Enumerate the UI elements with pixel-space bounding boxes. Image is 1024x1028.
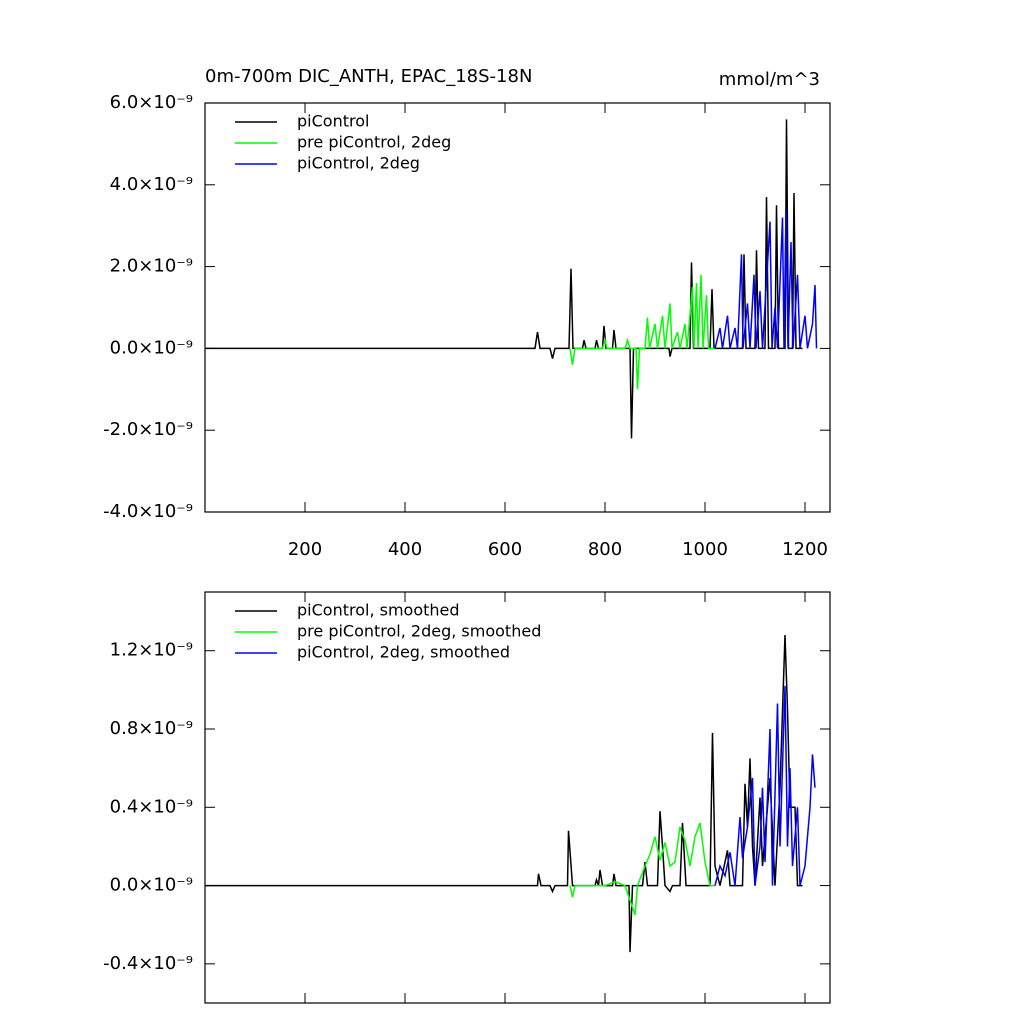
data-line: [714, 209, 818, 349]
plot-frame: [204, 102, 831, 513]
y-tick-label: -0.4×10⁻⁹: [103, 953, 193, 974]
y-tick-label: 0.8×10⁻⁹: [110, 718, 193, 739]
x-tick-label: 200: [288, 539, 322, 560]
x-tick-label: 400: [388, 539, 422, 560]
data-line: [205, 635, 803, 953]
y-tick-label: 1.2×10⁻⁹: [110, 640, 193, 661]
y-tick-label: 0.0×10⁻⁹: [110, 337, 193, 358]
x-tick-label: 800: [588, 539, 622, 560]
x-tick-label: 1000: [682, 539, 728, 560]
y-tick-label: 0.0×10⁻⁹: [110, 875, 193, 896]
chart-title: 0m-700m DIC_ANTH, EPAC_18S-18N: [205, 66, 532, 87]
y-tick-label: -2.0×10⁻⁹: [103, 419, 193, 440]
legend-label: piControl, 2deg, smoothed: [297, 643, 510, 662]
x-tick-label: 1200: [782, 539, 828, 560]
legend-label: pre piControl, 2deg: [297, 133, 451, 152]
data-line: [569, 274, 715, 390]
legend-label: piControl, 2deg: [297, 154, 420, 173]
units-label: mmol/m^3: [719, 69, 820, 90]
x-tick-label: 600: [488, 539, 522, 560]
y-tick-label: 2.0×10⁻⁹: [110, 256, 193, 277]
data-line: [569, 822, 715, 916]
plot-frame: [204, 591, 831, 1004]
legend-label: pre piControl, 2deg, smoothed: [297, 622, 541, 641]
y-tick-label: -4.0×10⁻⁹: [103, 501, 193, 522]
legend-label: piControl: [297, 112, 369, 131]
legend-label: piControl, smoothed: [297, 601, 460, 620]
y-tick-label: 0.4×10⁻⁹: [110, 796, 193, 817]
data-line: [205, 119, 803, 439]
data-line: [714, 685, 816, 886]
y-tick-label: 6.0×10⁻⁹: [110, 92, 193, 113]
y-tick-label: 4.0×10⁻⁹: [110, 174, 193, 195]
